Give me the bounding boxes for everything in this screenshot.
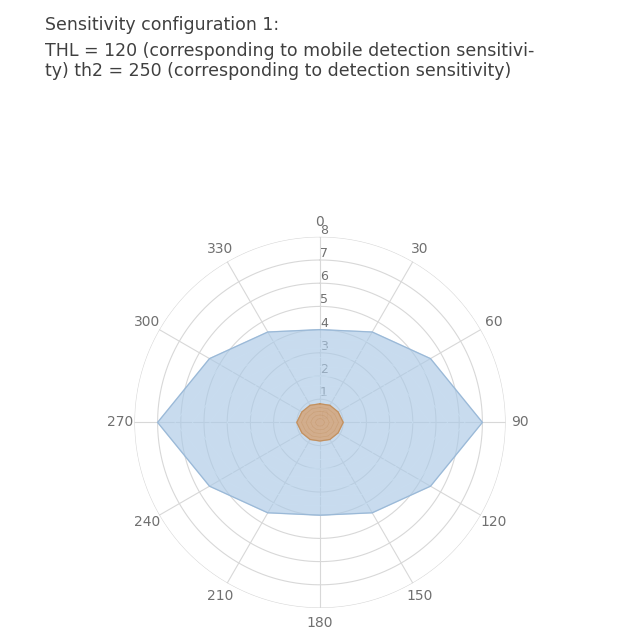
Polygon shape — [297, 404, 343, 441]
Polygon shape — [157, 330, 483, 515]
Text: Sensitivity configuration 1:: Sensitivity configuration 1: — [45, 16, 279, 34]
Text: THL = 120 (corresponding to mobile detection sensitivi-
ty) th2 = 250 (correspon: THL = 120 (corresponding to mobile detec… — [45, 42, 534, 81]
